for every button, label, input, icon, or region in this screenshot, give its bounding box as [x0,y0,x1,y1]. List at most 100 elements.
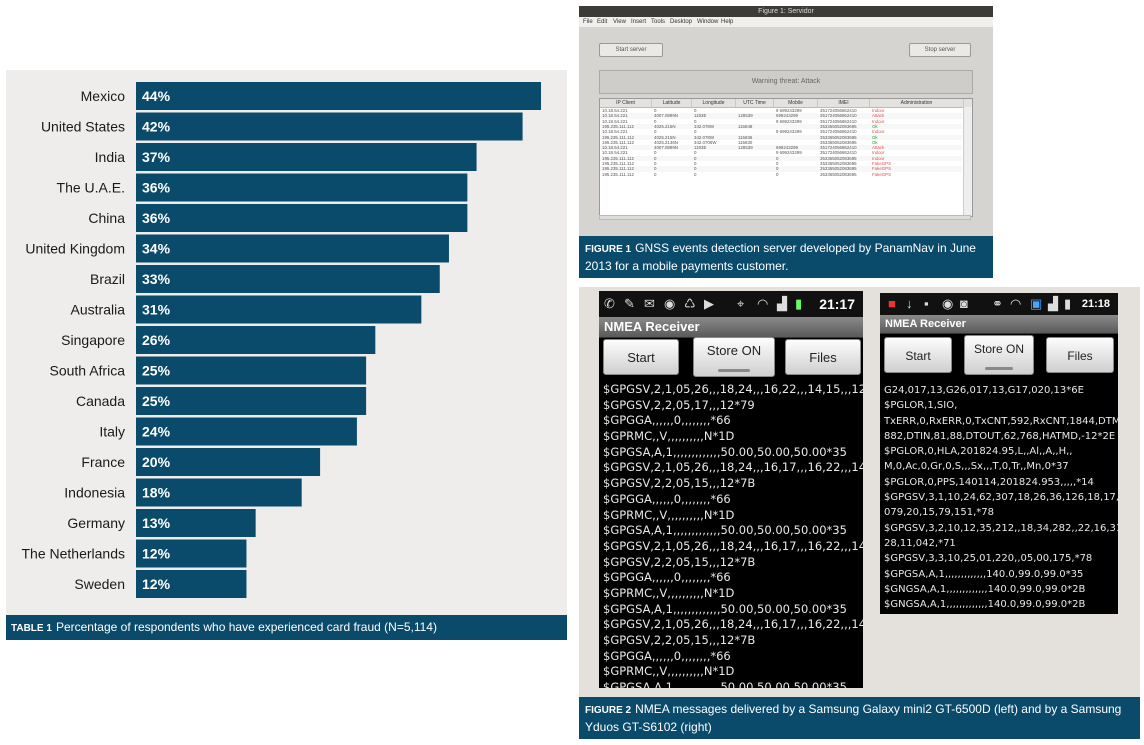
table-row[interactable]: 195.235.111.112 0 0 0 353365052083695 FakeGPS [600,171,962,177]
cell-imei: 351724056862410 [820,129,857,135]
cell-lon: 342.0706W [694,139,717,145]
cell-status: Indoor [872,108,885,113]
menu-desktop[interactable]: Desktop [670,19,693,25]
cell-lon: 0 [694,171,697,177]
menu-window[interactable]: Window [697,19,719,25]
table-row[interactable]: 10.18.54.221 0 0 9 699243299 351724056862410… [600,108,962,114]
value-label: 34% [142,241,171,257]
cell-lat: 0 [654,166,657,172]
cell-status: Ok [872,134,878,140]
nmea-line: 882,DTIN,81,88,DTOUT,62,768,HATMD,-12*2E [884,430,1116,442]
menu-help[interactable]: Help [721,19,734,25]
nmea-line: $GPGSV,2,2,05,15,,,12*7B [603,554,756,569]
bar [136,448,321,476]
table-row[interactable]: 195.235.111.112 0 0 0 353365052083695 FakeGPS [600,166,962,172]
value-label: 25% [142,393,171,409]
sim-icon: ▣ [1030,296,1043,311]
status-time: 21:17 [819,296,855,312]
nmea-line: $GPGSA,A,1,,,,,,,,,,,,,140.0,99.0,99.0*3… [884,568,1084,580]
nmea-line: $GNGSA,A,1,,,,,,,,,,,,,140.0,99.0,99.0*2… [884,599,1086,611]
bar [136,417,357,446]
menu-view[interactable]: View [613,19,626,25]
cell-lon: 0 [694,166,697,172]
cell-mobile: 9 699243299 [776,129,802,135]
nmea-line: $GPGGA,,,,,,0,,,,,,,,*66 [603,491,731,506]
table-row[interactable]: 195.235.111.112 4025.215N 342.078W 115836 35… [600,134,962,140]
figure2-caption-text: NMEA messages delivered by a Samsung Gal… [585,702,1122,734]
bar [136,173,468,202]
nmea-line: $PGLOR,1,SIO, [884,400,958,412]
col-ip-client[interactable]: IP Client [600,99,652,107]
files-button[interactable]: Files [785,339,861,375]
start-server-button[interactable]: Start server [599,43,663,57]
files-button[interactable]: Files [1046,337,1114,373]
horizontal-scrollbar[interactable] [599,215,971,220]
stop-server-button[interactable]: Stop server [909,43,971,57]
table-row[interactable]: 195.235.111.112 4025.2136N 342.0706W 115830… [600,139,962,146]
nmea-log: $GPGSV,2,1,05,26,,,18,24,,,16,22,,,14,15… [603,382,863,688]
table1-caption-text: Percentage of respondents who have exper… [55,620,437,634]
table-row[interactable]: 195.235.111.112 4025.215N 342.078W 115848 35… [600,123,962,130]
cell-lat: 0 [654,155,657,161]
menu-edit[interactable]: Edit [597,19,608,25]
bar [136,387,367,415]
store-on-button[interactable]: Store ON [964,335,1034,375]
table-row[interactable]: 10.18.54.221 4007.0889N 1193E 128539 6992432… [600,113,962,119]
status-time: 21:18 [1081,298,1110,310]
menu-tools[interactable]: Tools [651,19,666,25]
bar [136,356,367,385]
category-label: United Kingdom [25,241,125,257]
nmea-line: $GPGSA,A,1,,,,,,,,,,,,,50.00,50.00,50.00… [603,680,847,688]
value-label: 36% [142,180,171,196]
bar-chart: Mexico 44% United States 42% India 37% The U.A… [21,82,541,598]
email-icon: ✉ [644,296,655,311]
table1-caption-label: TABLE 1 [11,623,52,634]
gallery-icon: ◉ [942,296,954,311]
figure1-caption-text: GNSS events detection server developed b… [585,241,976,273]
cell-status: Ok [872,123,878,129]
category-label: Indonesia [64,485,125,501]
menu-insert[interactable]: Insert [631,19,647,25]
col-imei[interactable]: IMEI [818,99,870,107]
category-label: China [88,210,125,226]
nmea-line: $GPGGA,,,,,,0,,,,,,,,*66 [603,648,731,663]
category-label: Mexico [81,88,126,104]
table-row[interactable]: 10.18.54.221 4007.0889N 1193E 128539 6992432… [600,145,962,151]
start-button[interactable]: Start [603,339,679,375]
col-latitude[interactable]: Latitude [652,99,692,107]
left-phone-screen: ✆ ✎ ✉ ◉ ♺ ▶ ⌖ ◠ ▟ ▮ 21:17 NMEA Receiver … [599,291,863,688]
col-administration[interactable]: Administration [870,99,964,107]
bar [136,478,302,507]
wifi-icon: ◠ [757,296,769,311]
col-utc-time[interactable]: UTC Time [736,99,774,107]
nmea-line: $PGLOR,0,PPS,140114,201824.953,,,,,*14 [884,476,1094,488]
category-label: The Netherlands [21,546,125,562]
table-row[interactable]: 195.235.111.112 0 0 0 353365052083695 FakeGPS [600,161,962,167]
tools-icon: ✎ [624,296,635,311]
whatsapp-icon: ✆ [604,296,615,311]
cell-mobile: 0 [776,161,779,166]
battery-icon: ▮ [1064,296,1072,311]
cell-imei: 351724056862410 [820,113,857,119]
table-row[interactable]: 195.235.111.112 0 0 0 353365052083695 Indoor [600,155,962,161]
value-label: 18% [142,485,171,501]
cell-imei: 353365052083695 [820,139,857,145]
nmea-line: TxERR,0,RxERR,0,TxCNT,592,RxCNT,1844,DTM… [884,415,1118,427]
vertical-scrollbar[interactable] [963,107,972,216]
gps-icon: ⌖ [737,296,745,311]
signal-icon: ▟ [1048,296,1058,311]
table1-card-fraud-chart: Mexico 44% United States 42% India 37% The U.A… [6,70,567,640]
table-row[interactable]: 10.18.54.221 0 0 9 699243299 351724056862410… [600,118,962,124]
table-row[interactable]: 10.18.54.221 0 0 9 699243299 351724056862410… [600,129,962,135]
col-longitude[interactable]: Longitude [692,99,736,107]
start-button[interactable]: Start [884,337,952,373]
cell-lat: 4025.215N [654,134,676,140]
cell-ip: 10.18.54.221 [602,113,628,119]
table-row[interactable]: 10.18.54.221 0 0 9 699243299 351724056862410… [600,150,962,156]
col-mobile[interactable]: Mobile [774,99,818,107]
nmea-line: $GPGSA,A,1,,,,,,,,,,,,,50.00,50.00,50.00… [603,444,847,459]
store-on-button[interactable]: Store ON [693,337,775,377]
cell-mobile: 0 [776,155,779,161]
menu-file[interactable]: File [583,19,593,25]
events-table-header: IP Client Latitude Longitude UTC Time Mo… [600,99,972,108]
